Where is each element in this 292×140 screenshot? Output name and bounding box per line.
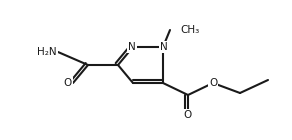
- Text: O: O: [184, 110, 192, 120]
- Text: N: N: [128, 42, 136, 52]
- Text: O: O: [64, 78, 72, 88]
- Text: CH₃: CH₃: [180, 25, 199, 35]
- Text: O: O: [209, 78, 217, 88]
- Text: N: N: [160, 42, 168, 52]
- Text: H₂N: H₂N: [37, 47, 57, 57]
